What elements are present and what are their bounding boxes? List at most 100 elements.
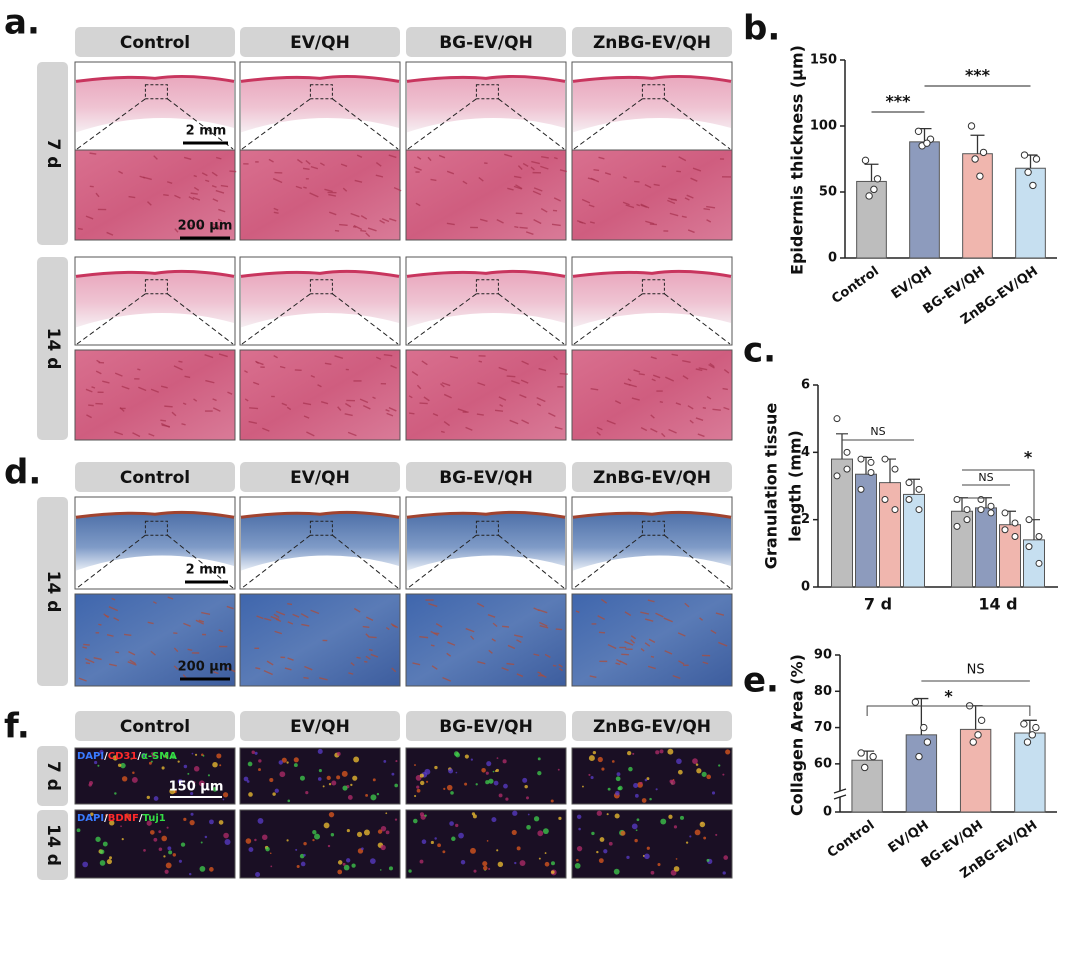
panel-letter: e. bbox=[743, 661, 779, 701]
texture bbox=[286, 406, 292, 411]
texture bbox=[114, 372, 123, 377]
texture bbox=[692, 167, 702, 172]
stain-label: DAPI bbox=[77, 751, 104, 762]
texture bbox=[650, 414, 655, 419]
row-header-label: 7 d bbox=[43, 761, 63, 791]
texture bbox=[516, 673, 524, 678]
texture bbox=[255, 871, 261, 877]
texture bbox=[503, 783, 508, 789]
texture bbox=[590, 776, 594, 780]
texture bbox=[412, 662, 421, 666]
texture bbox=[527, 813, 530, 816]
texture bbox=[293, 757, 299, 763]
annotation: NS bbox=[978, 471, 993, 484]
texture bbox=[344, 413, 353, 417]
texture bbox=[434, 837, 437, 840]
tissue bbox=[407, 512, 565, 571]
texture bbox=[212, 407, 221, 412]
texture bbox=[635, 829, 638, 832]
texture bbox=[530, 166, 535, 171]
row-header bbox=[37, 497, 68, 686]
texture bbox=[183, 764, 188, 769]
tissue bbox=[407, 76, 565, 133]
image-frame bbox=[74, 809, 236, 879]
texture bbox=[550, 870, 555, 874]
texture bbox=[213, 671, 219, 675]
axis-break bbox=[833, 788, 847, 800]
stain-label: Tuj1 bbox=[143, 813, 166, 824]
texture bbox=[212, 225, 222, 231]
texture bbox=[383, 760, 387, 763]
texture bbox=[533, 219, 542, 225]
column-header-label: BG-EV/QH bbox=[439, 468, 533, 488]
texture bbox=[592, 750, 597, 755]
texture bbox=[356, 656, 361, 659]
texture bbox=[258, 768, 261, 772]
texture bbox=[380, 826, 387, 832]
texture bbox=[686, 194, 694, 199]
texture bbox=[84, 657, 95, 664]
texture bbox=[85, 662, 91, 665]
texture bbox=[322, 785, 325, 788]
texture bbox=[216, 753, 222, 759]
texture bbox=[491, 817, 497, 823]
texture bbox=[603, 849, 608, 854]
texture bbox=[501, 667, 509, 671]
texture bbox=[486, 761, 492, 767]
texture bbox=[522, 162, 529, 167]
x-tick-label: 7 d bbox=[864, 595, 892, 614]
data-point bbox=[987, 502, 995, 510]
texture bbox=[164, 405, 173, 408]
texture bbox=[660, 818, 667, 825]
texture bbox=[188, 196, 195, 201]
micrograph bbox=[571, 593, 733, 687]
texture bbox=[596, 850, 599, 854]
texture bbox=[496, 218, 504, 224]
texture bbox=[477, 660, 486, 665]
texture bbox=[515, 184, 523, 190]
texture bbox=[167, 846, 172, 851]
texture bbox=[531, 160, 540, 165]
texture bbox=[150, 388, 159, 393]
data-point bbox=[873, 175, 882, 183]
texture bbox=[346, 828, 350, 833]
texture bbox=[598, 858, 604, 864]
texture bbox=[697, 433, 705, 438]
texture bbox=[106, 231, 114, 236]
texture bbox=[174, 228, 179, 233]
data-point bbox=[1032, 155, 1041, 163]
zoom-line bbox=[407, 534, 477, 589]
texture bbox=[388, 154, 397, 159]
texture bbox=[644, 618, 654, 622]
texture bbox=[270, 615, 280, 621]
texture bbox=[390, 623, 399, 629]
texture bbox=[351, 863, 356, 868]
texture bbox=[496, 849, 499, 852]
texture bbox=[655, 612, 664, 618]
texture bbox=[539, 625, 549, 629]
texture bbox=[342, 187, 348, 192]
texture bbox=[347, 431, 357, 437]
texture bbox=[430, 840, 434, 845]
texture bbox=[578, 827, 581, 831]
texture bbox=[161, 766, 165, 770]
texture bbox=[395, 760, 398, 763]
texture bbox=[413, 166, 422, 171]
texture bbox=[423, 396, 430, 402]
texture bbox=[345, 402, 352, 408]
texture bbox=[317, 748, 323, 754]
texture bbox=[310, 374, 316, 378]
texture bbox=[675, 858, 678, 860]
texture bbox=[507, 644, 516, 650]
texture bbox=[95, 370, 102, 375]
texture bbox=[408, 869, 412, 873]
texture bbox=[416, 788, 421, 793]
texture bbox=[329, 211, 337, 216]
texture bbox=[86, 414, 92, 419]
row-header-label: 14 d bbox=[43, 328, 63, 370]
texture bbox=[249, 407, 259, 410]
texture bbox=[655, 750, 660, 755]
texture bbox=[581, 198, 591, 204]
image-frame bbox=[239, 349, 401, 441]
texture bbox=[256, 615, 264, 620]
